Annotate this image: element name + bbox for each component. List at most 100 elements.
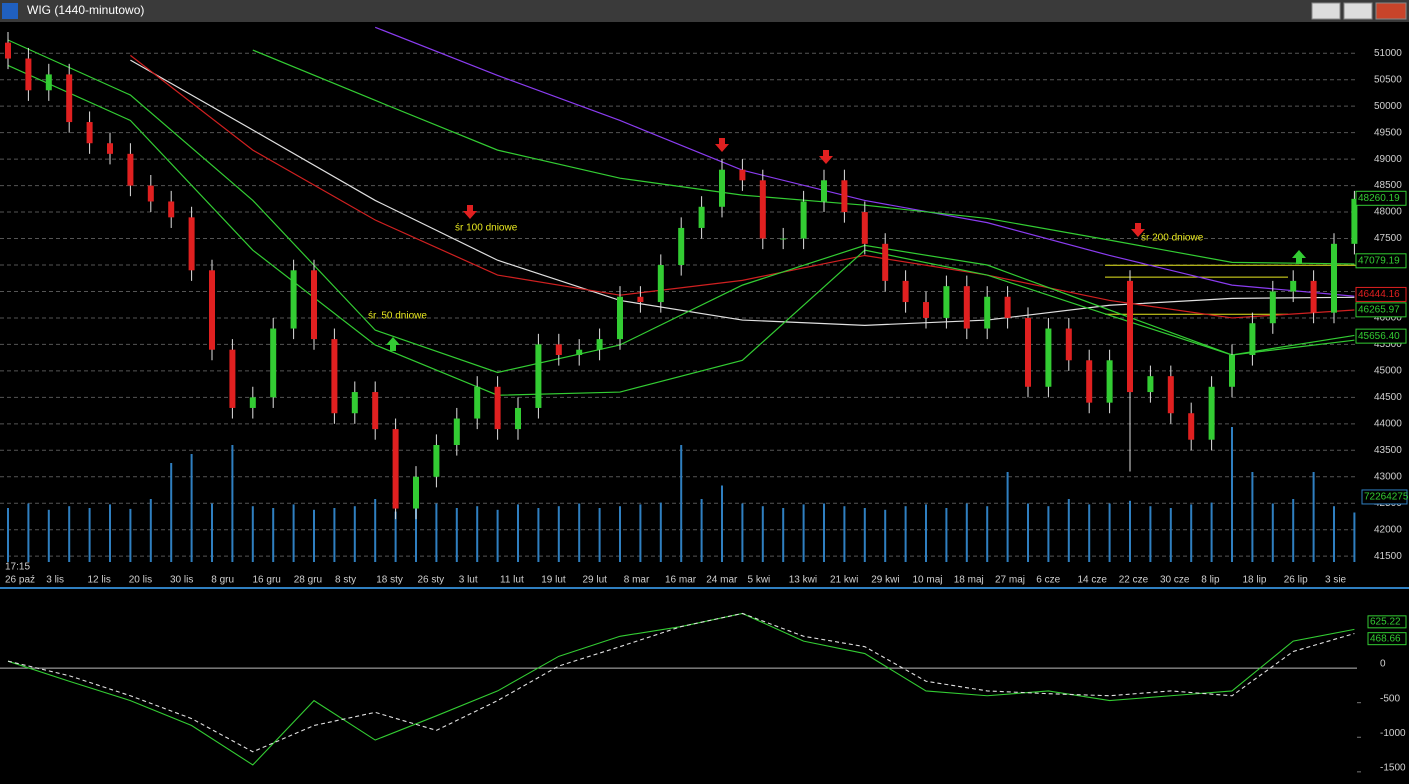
osc-value-label: 625.22 xyxy=(1370,616,1401,627)
x-tick-label: 16 gru xyxy=(253,575,281,586)
volume-bar xyxy=(1271,503,1274,562)
volume-bar xyxy=(639,504,642,562)
volume-bar xyxy=(986,506,989,562)
volume-bar xyxy=(353,506,356,562)
x-tick-label: 3 lut xyxy=(459,575,478,586)
y-tick-label: 47500 xyxy=(1374,233,1402,244)
oscillator-line xyxy=(7,612,1355,753)
candle-body xyxy=(861,212,868,244)
volume-bar xyxy=(170,463,173,562)
y-tick-label: 50500 xyxy=(1374,74,1402,85)
volume-bar xyxy=(333,508,336,562)
sell-arrow xyxy=(1131,223,1145,237)
volume-bar xyxy=(1231,427,1233,562)
x-tick-label: 26 sty xyxy=(418,575,445,586)
candle-body xyxy=(515,407,521,430)
volume-bar xyxy=(1251,472,1254,562)
x-tick-label: 10 maj xyxy=(913,575,943,586)
candle-body xyxy=(311,270,317,340)
x-tick-label: 30 lis xyxy=(170,575,193,586)
last-value-label: 48260.19 xyxy=(1358,193,1400,204)
volume-bar xyxy=(394,511,397,562)
x-tick-label: 30 cze xyxy=(1160,575,1190,586)
candle-body xyxy=(678,227,685,265)
candle-body xyxy=(657,265,664,303)
volume-bar xyxy=(251,506,254,562)
maximize-button[interactable] xyxy=(1343,2,1373,20)
candle-body xyxy=(453,418,460,445)
volume-bar xyxy=(904,506,907,562)
x-tick-label: 8 gru xyxy=(211,575,234,586)
candle-body xyxy=(1147,376,1154,393)
close-button[interactable] xyxy=(1375,2,1407,20)
candle-body xyxy=(698,206,705,228)
x-tick-label: 14 cze xyxy=(1078,575,1108,586)
moving-average xyxy=(130,59,1355,326)
candle-body xyxy=(1249,323,1256,355)
candle-body xyxy=(902,280,909,303)
candle-body xyxy=(800,201,807,239)
volume-bar xyxy=(537,508,540,562)
volume-bar xyxy=(659,502,662,562)
moving-average xyxy=(374,26,1355,297)
volume-bar xyxy=(1149,506,1152,562)
last-value-box xyxy=(1355,286,1407,302)
volume-bar xyxy=(1108,503,1111,562)
volume-bar xyxy=(1067,499,1070,562)
plot: 4150042000425004300043500440004450045000… xyxy=(0,26,1409,773)
candle-body xyxy=(1269,291,1276,324)
volume-bar xyxy=(925,504,927,562)
volume-bar xyxy=(557,506,560,562)
x-tick-label: 5 kwi xyxy=(748,575,771,586)
candle-body xyxy=(1188,413,1195,440)
volume-bar xyxy=(1027,503,1029,562)
candle-body xyxy=(1290,280,1297,292)
candle-body xyxy=(535,344,542,408)
volume-bar xyxy=(129,508,132,562)
annotation: śr 100 dniowe xyxy=(455,223,518,234)
volume-bar xyxy=(761,506,764,562)
candle-body xyxy=(127,153,134,186)
x-tick-label: 28 gru xyxy=(294,575,322,586)
volume-bar xyxy=(1312,472,1315,562)
minimize-button[interactable] xyxy=(1311,2,1341,20)
y-tick-label: 50000 xyxy=(1374,101,1402,112)
volume-bar xyxy=(700,499,703,562)
volume-bar xyxy=(965,503,968,562)
x-tick-label: 26 paź xyxy=(5,575,35,586)
volume-bar xyxy=(517,504,519,562)
osc-tick-label: -500 xyxy=(1380,693,1400,704)
x-tick-label: 21 kwi xyxy=(830,575,858,586)
x-tick-label: 8 sty xyxy=(335,575,356,586)
time-label: 17:15 xyxy=(5,562,30,573)
y-tick-label: 46000 xyxy=(1374,313,1402,324)
candle-body xyxy=(841,180,848,213)
candle-body xyxy=(229,349,236,408)
y-tick-label: 48000 xyxy=(1374,207,1402,218)
volume-bar xyxy=(1047,506,1050,562)
candle-body xyxy=(1229,355,1235,387)
volume-bar xyxy=(578,503,581,562)
osc-value-label: 468.66 xyxy=(1370,633,1401,644)
candle-body xyxy=(413,476,419,509)
candle-body xyxy=(372,392,379,430)
volume-bar xyxy=(109,504,111,562)
candle-body xyxy=(1351,198,1358,244)
volume-bar xyxy=(741,503,744,562)
candle-body xyxy=(1331,243,1337,313)
y-tick-label: 44000 xyxy=(1374,418,1402,429)
volume-bar xyxy=(292,504,295,562)
last-value-box xyxy=(1355,328,1407,344)
volume-bar xyxy=(782,508,785,562)
x-tick-label: 3 sie xyxy=(1325,575,1347,586)
volume-bar xyxy=(598,508,601,562)
title-bar-bg xyxy=(0,0,1409,22)
volume-bar xyxy=(231,445,234,562)
volume-bar xyxy=(843,506,846,562)
volume-bar xyxy=(945,508,948,562)
volume-bar xyxy=(415,506,417,562)
candle-body xyxy=(1086,360,1093,403)
